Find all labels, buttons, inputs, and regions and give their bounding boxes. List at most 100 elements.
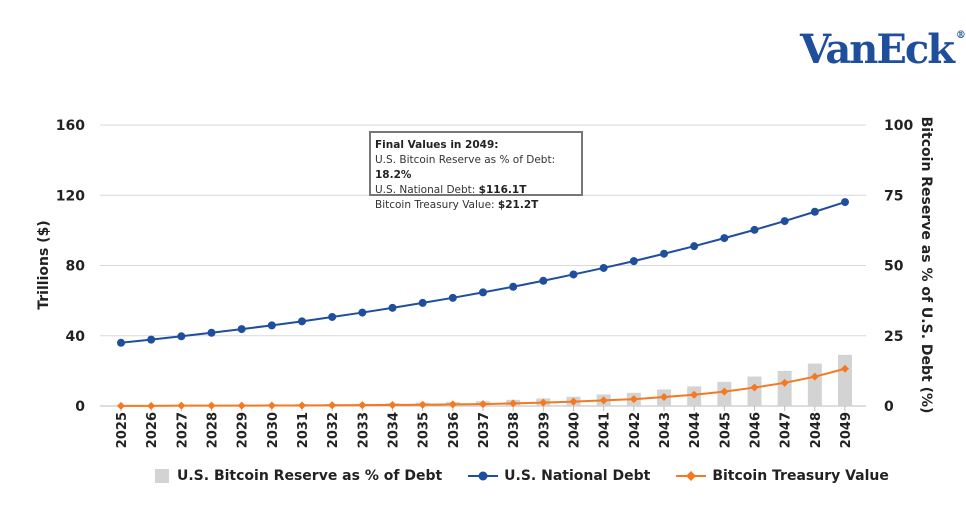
btc-point xyxy=(237,401,246,410)
debt-point xyxy=(207,328,216,337)
btc-point xyxy=(418,400,427,409)
btc-point xyxy=(780,378,789,387)
y-left-tick-label: 120 xyxy=(56,188,85,204)
debt-point xyxy=(810,207,819,216)
btc-point xyxy=(509,399,518,408)
x-tick-label: 2025 xyxy=(115,412,130,448)
x-tick-label: 2043 xyxy=(658,412,673,448)
debt-point xyxy=(418,298,427,307)
debt-point xyxy=(147,335,156,344)
debt-point xyxy=(629,257,638,266)
debt-point xyxy=(539,276,548,285)
debt-point xyxy=(569,270,578,279)
legend-label: U.S. National Debt xyxy=(504,468,651,484)
tooltip-reserve-value: 18.2% xyxy=(375,169,412,181)
btc-point xyxy=(569,397,578,406)
x-tick-label: 2034 xyxy=(387,412,402,448)
legend-item-debt[interactable]: U.S. National Debt xyxy=(468,468,650,484)
legend-label: U.S. Bitcoin Reserve as % of Debt xyxy=(177,468,443,484)
debt-point xyxy=(177,332,186,341)
btc-point xyxy=(207,401,216,410)
btc-point xyxy=(328,401,337,410)
tooltip-debt-label: U.S. National Debt: xyxy=(375,184,479,196)
debt-point xyxy=(780,217,789,226)
btc-point xyxy=(479,400,487,409)
x-tick-label: 2027 xyxy=(175,412,190,448)
debt-point xyxy=(358,308,367,317)
btc-point xyxy=(720,387,729,396)
x-tick-label: 2028 xyxy=(206,412,221,448)
x-tick-label: 2037 xyxy=(477,412,492,448)
debt-point xyxy=(720,234,729,243)
x-tick-label: 2042 xyxy=(628,412,643,448)
reserve-bar xyxy=(777,370,792,406)
y-left-tick-label: 40 xyxy=(66,329,86,345)
btc-point xyxy=(629,395,638,404)
tooltip-btc-label: Bitcoin Treasury Value: xyxy=(375,199,498,211)
legend-label: Bitcoin Treasury Value xyxy=(712,468,889,484)
tooltip-reserve-label: U.S. Bitcoin Reserve as % of Debt: xyxy=(375,154,556,166)
reserve-bar xyxy=(807,363,822,406)
debt-line xyxy=(120,201,846,344)
x-tick-label: 2036 xyxy=(447,412,462,448)
y-right-tick-label: 25 xyxy=(884,329,903,345)
legend-item-btc[interactable]: Bitcoin Treasury Value xyxy=(676,468,889,484)
btc-point xyxy=(599,396,608,405)
btc-point xyxy=(539,398,548,407)
btc-point xyxy=(298,401,306,410)
y-right-tick-label: 50 xyxy=(884,259,904,275)
legend: U.S. Bitcoin Reserve as % of Debt U.S. N… xyxy=(155,468,915,484)
btc-point xyxy=(388,400,397,409)
tooltip-btc-value: $21.2T xyxy=(497,199,539,211)
debt-point xyxy=(298,317,306,326)
x-tick-label: 2045 xyxy=(718,412,733,448)
btc-point xyxy=(448,400,457,409)
x-tick-label: 2039 xyxy=(537,412,552,448)
legend-item-reserve[interactable]: U.S. Bitcoin Reserve as % of Debt xyxy=(155,468,442,484)
bar-swatch-icon xyxy=(155,469,169,483)
y-left-tick-label: 0 xyxy=(75,399,85,415)
y-left-tick-label: 160 xyxy=(56,118,85,134)
x-tick-label: 2041 xyxy=(598,412,613,448)
btc-point xyxy=(358,401,367,410)
btc-point xyxy=(690,390,699,399)
tooltip-title: Final Values in 2049: xyxy=(375,139,499,151)
debt-point xyxy=(117,338,125,347)
reserve-bar xyxy=(838,354,852,406)
btc-point xyxy=(117,401,125,410)
y-right-tick-label: 100 xyxy=(884,118,913,134)
x-tick-label: 2026 xyxy=(145,412,160,448)
x-tick-label: 2038 xyxy=(507,412,522,448)
y-left-tick-label: 80 xyxy=(66,259,86,275)
debt-point xyxy=(660,249,668,258)
debt-point xyxy=(599,263,608,272)
y-right-tick-label: 75 xyxy=(884,188,903,204)
tooltip-debt-value: $116.1T xyxy=(478,184,527,196)
debt-point xyxy=(237,325,246,334)
debt-point xyxy=(328,312,337,321)
x-tick-label: 2048 xyxy=(809,412,824,448)
x-tick-label: 2047 xyxy=(779,412,794,448)
btc-point xyxy=(750,383,759,392)
y-right-tick-label: 0 xyxy=(884,399,894,415)
y-right-axis-label: Bitcoin Reserve as % of U.S. Debt (%) xyxy=(918,117,934,414)
debt-point xyxy=(509,282,518,291)
btc-point xyxy=(177,401,186,410)
x-tick-label: 2033 xyxy=(356,412,371,448)
debt-point xyxy=(388,303,397,312)
x-tick-label: 2031 xyxy=(296,412,311,448)
x-tick-label: 2044 xyxy=(688,412,703,448)
btc-point xyxy=(810,372,819,381)
x-tick-label: 2035 xyxy=(417,412,432,448)
x-tick-label: 2040 xyxy=(568,412,583,448)
btc-point xyxy=(147,401,156,410)
circle-marker-icon xyxy=(468,471,499,481)
x-tick-label: 2030 xyxy=(266,412,281,448)
vaneck-logo: VanEck ® xyxy=(800,26,966,73)
x-tick-label: 2046 xyxy=(749,412,764,448)
btc-point xyxy=(660,393,668,402)
x-tick-label: 2029 xyxy=(236,412,251,448)
y-left-axis-label: Trillions ($) xyxy=(36,220,52,309)
